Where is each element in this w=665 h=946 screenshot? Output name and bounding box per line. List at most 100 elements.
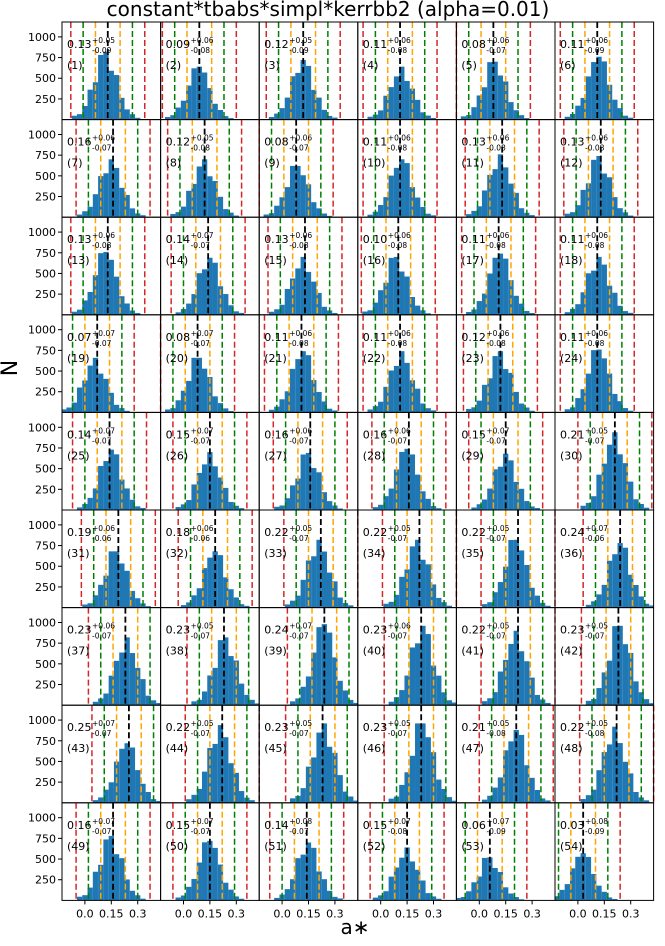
histogram-panel-5: 0.08 +0.06-0.07 (5) [455, 21, 556, 121]
median-value-label: 0.08 [264, 136, 289, 149]
histogram-bar [321, 723, 327, 803]
histogram-bar [425, 213, 431, 218]
histogram-bar [492, 592, 498, 608]
histogram-bar [135, 598, 141, 608]
histogram-bar [326, 215, 333, 218]
median-value-label: 0.22 [264, 526, 289, 539]
histogram-bar [399, 690, 405, 706]
histogram-bar [430, 584, 437, 608]
histogram-bar [513, 192, 519, 218]
histogram-bar [622, 644, 629, 706]
histogram-bar [518, 403, 525, 413]
histogram-bar [425, 408, 431, 413]
histogram-bar [316, 292, 322, 315]
histogram-bar [481, 499, 488, 510]
histogram-bar [606, 660, 613, 706]
median-value-label: 0.03 [560, 819, 585, 832]
upper-error-label: +0.07 [92, 817, 115, 826]
histogram-bar [279, 399, 285, 413]
panel-index-label: (49) [67, 840, 90, 853]
histogram-bar [311, 757, 317, 803]
histogram-bar [415, 539, 421, 608]
histogram-bar [191, 183, 197, 218]
histogram-bar [223, 737, 229, 803]
y-tick-label: 250 [35, 191, 56, 204]
histogram-bar [156, 800, 161, 803]
histogram-bar [425, 313, 431, 315]
histogram-bar [175, 107, 181, 120]
lower-error-label: -0.08 [486, 241, 506, 250]
histogram-bar [76, 896, 83, 901]
histogram-bar [332, 657, 338, 706]
histogram-panel-44: 0.22 +0.05-0.07(44) [160, 704, 260, 804]
median-value-label: 0.25 [67, 721, 92, 734]
histogram-bar [316, 539, 322, 608]
histogram-bar [305, 65, 312, 120]
histogram-bar [165, 117, 171, 120]
histogram-bar [113, 454, 120, 510]
histogram-bar [82, 106, 88, 120]
histogram-bar [492, 356, 498, 413]
histogram-bar [617, 208, 623, 218]
histogram-bar [196, 357, 202, 413]
histogram-bar [196, 273, 202, 315]
histogram-bar [92, 701, 99, 706]
histogram-bar [305, 676, 312, 706]
histogram-bar [487, 273, 493, 315]
histogram-bar [165, 409, 171, 413]
histogram-bar [135, 506, 141, 510]
lower-error-label: -0.07 [191, 827, 211, 836]
histogram-bar [217, 864, 224, 901]
panel-index-label: (42) [560, 645, 583, 658]
histogram-bar [180, 504, 187, 510]
histogram-bar [284, 288, 291, 315]
histogram-bar [372, 507, 379, 510]
histogram-bar [207, 747, 213, 803]
lower-error-label: -0.08 [585, 729, 605, 738]
histogram-panel-33: 0.22 +0.05-0.07(33) [258, 509, 359, 609]
upper-error-label: +0.06 [92, 622, 115, 631]
histogram-bar [295, 698, 301, 706]
upper-error-label: +0.05 [191, 719, 214, 728]
histogram-panel-22: 0.11 +0.06-0.08(22) [357, 314, 457, 413]
histogram-bar [279, 108, 285, 120]
histogram-bar [596, 155, 602, 218]
histogram-bar [201, 464, 208, 510]
histogram-bar [383, 95, 389, 120]
x-tick-label: 0.15 [493, 907, 518, 920]
histogram-bar [476, 876, 482, 901]
panel-frame [554, 802, 655, 901]
panel-index-label: (45) [264, 742, 287, 755]
histogram-bar [492, 61, 498, 120]
y-tick-label: 750 [35, 52, 56, 65]
histogram-bar [140, 783, 146, 803]
histogram-bar [124, 109, 130, 120]
upper-error-label: +0.06 [486, 134, 509, 143]
lower-error-label: -0.08 [289, 241, 309, 250]
histogram-bar [300, 579, 306, 608]
histogram-bar [108, 449, 114, 510]
histogram-panel-6: 0.11 +0.06-0.09 (6) [554, 21, 655, 121]
histogram-bar [612, 626, 618, 706]
histogram-bar [580, 799, 586, 803]
histogram-bar [103, 461, 109, 510]
histogram-bar [326, 572, 333, 608]
histogram-bar [596, 56, 602, 120]
histogram-bar [399, 159, 405, 218]
histogram-bar [383, 197, 389, 218]
panel-index-label: (17) [461, 254, 484, 267]
y-tick-label: 500 [35, 72, 56, 85]
histogram-bar [564, 116, 570, 120]
panel-index-label: (43) [67, 742, 90, 755]
histogram-bar [212, 847, 218, 901]
histogram-bar [113, 551, 120, 608]
histogram-bar [534, 508, 541, 510]
histogram-bar [228, 501, 234, 510]
histogram-bar [332, 117, 338, 120]
panel-index-label: (4) [363, 59, 379, 72]
histogram-bar [191, 878, 197, 901]
histogram-bar [524, 407, 530, 413]
upper-error-label: +0.08 [585, 817, 608, 826]
upper-error-label: +0.05 [191, 622, 214, 631]
upper-error-label: +0.05 [388, 524, 411, 533]
